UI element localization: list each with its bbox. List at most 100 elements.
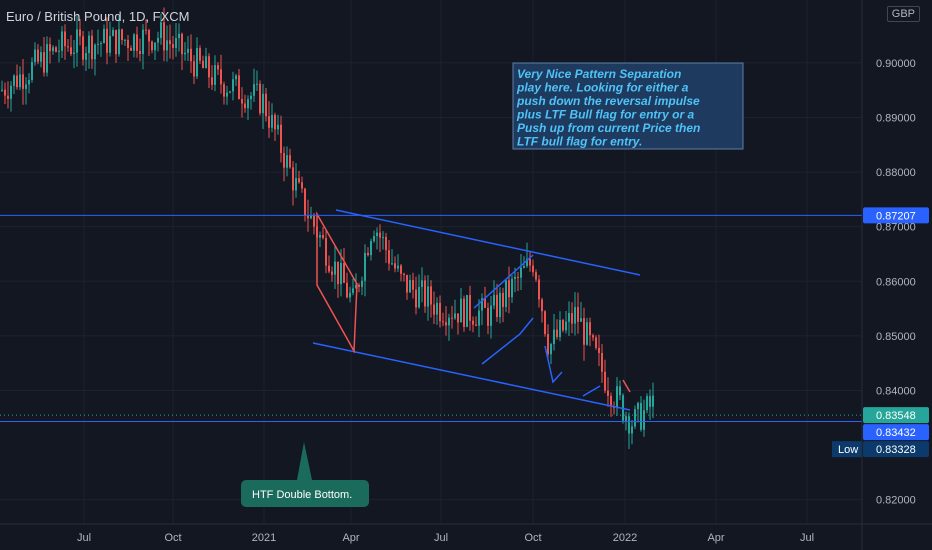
- candle-body: [559, 320, 561, 338]
- candle-body: [190, 48, 192, 62]
- flag-detail-b: [582, 385, 601, 397]
- candle-body: [511, 278, 513, 298]
- price-label-bg: [863, 207, 929, 224]
- candle-body: [631, 426, 633, 434]
- candle-body: [109, 35, 111, 53]
- candle-body: [139, 50, 141, 54]
- candle-body: [91, 35, 93, 60]
- candle-body: [88, 35, 90, 54]
- candle-body: [376, 232, 378, 237]
- candle-body: [388, 250, 390, 264]
- channel-upper-line[interactable]: [335, 209, 641, 276]
- candle-body: [538, 279, 540, 300]
- candle-body: [295, 178, 297, 191]
- candle-body: [415, 289, 417, 308]
- candle-body: [121, 29, 123, 41]
- candle-body: [40, 52, 42, 62]
- candle-body: [271, 114, 273, 128]
- candle-body: [181, 33, 183, 55]
- candle-body: [82, 36, 84, 60]
- candle-body: [265, 93, 267, 117]
- time-axis: Jul Oct 2021 Apr Jul Oct 2022 Apr Jul: [77, 532, 814, 544]
- candle-body: [157, 37, 159, 43]
- candle-body: [130, 48, 132, 51]
- price-tick-label: 0.90000: [876, 58, 916, 70]
- price-tick-label: 0.88000: [876, 167, 916, 179]
- candle-body: [649, 396, 651, 407]
- note-box-bg: [512, 62, 744, 150]
- candle-body: [211, 77, 213, 85]
- candle-body: [244, 103, 246, 109]
- time-tick-label: 2022: [613, 532, 637, 544]
- candle-body: [400, 265, 402, 274]
- candle-body: [166, 40, 168, 51]
- flag-lower-line[interactable]: [481, 317, 534, 365]
- candle-body: [232, 79, 234, 92]
- note-line: Very Nice Pattern Separation: [517, 67, 681, 81]
- pattern-drawings: [312, 209, 641, 411]
- candle-body: [643, 410, 645, 430]
- candle-body: [424, 280, 426, 307]
- candle-body: [7, 95, 9, 99]
- candle-body: [589, 322, 591, 336]
- candle-body: [103, 28, 105, 44]
- currency-badge[interactable]: GBP: [886, 6, 920, 22]
- impulse-triangle[interactable]: [316, 211, 358, 354]
- candle-body: [268, 116, 270, 128]
- candle-body: [496, 294, 498, 318]
- candle-body: [535, 272, 537, 280]
- candle-body: [259, 83, 261, 114]
- candle-body: [328, 265, 330, 272]
- candle-body: [13, 75, 15, 86]
- time-tick-label: Apr: [342, 532, 359, 544]
- candle-body: [430, 286, 432, 305]
- flag-upper-line[interactable]: [473, 254, 534, 309]
- candle-body: [601, 352, 603, 372]
- candle-body: [76, 29, 78, 53]
- channel-lower-line[interactable]: [312, 342, 631, 411]
- candle-body: [205, 56, 207, 69]
- candles: [1, 7, 654, 450]
- candle-body: [235, 75, 237, 80]
- candle-body: [373, 236, 375, 242]
- candle-body: [64, 31, 66, 47]
- candle-body: [385, 237, 387, 251]
- candle-body: [406, 274, 408, 293]
- candle-body: [409, 280, 411, 293]
- candle-body: [391, 263, 393, 265]
- candle-body: [163, 22, 165, 51]
- candle-body: [355, 284, 357, 289]
- candle-body: [517, 276, 519, 278]
- price-label-low: 0.83328: [863, 441, 929, 458]
- note-line: push down the reversal impulse: [516, 94, 700, 108]
- candle-body: [229, 91, 231, 93]
- candle-body: [472, 320, 474, 325]
- candle-body: [184, 52, 186, 55]
- candle-body: [289, 155, 291, 168]
- candle-body: [73, 52, 75, 55]
- price-tick-label: 0.82000: [876, 495, 916, 507]
- candle-body: [604, 371, 606, 391]
- candle-body: [637, 403, 639, 410]
- candle-body: [583, 318, 585, 345]
- note-line: plus LTF Bull flag for entry or a: [516, 108, 694, 122]
- candle-body: [550, 344, 552, 355]
- candle-body: [469, 295, 471, 321]
- candle-body: [436, 302, 438, 315]
- price-tick-label: 0.89000: [876, 112, 916, 124]
- candle-body: [325, 237, 327, 266]
- candle-body: [310, 215, 312, 219]
- candle-body: [61, 31, 63, 51]
- candle-body: [118, 29, 120, 55]
- callout-bubble[interactable]: HTF Double Bottom.: [241, 442, 369, 507]
- candle-body: [145, 29, 147, 31]
- candle-body: [127, 39, 129, 49]
- candle-body: [553, 329, 555, 345]
- candle-body: [331, 271, 333, 275]
- candle-body: [250, 95, 252, 100]
- candle-body: [196, 48, 198, 77]
- candle-body: [547, 334, 549, 355]
